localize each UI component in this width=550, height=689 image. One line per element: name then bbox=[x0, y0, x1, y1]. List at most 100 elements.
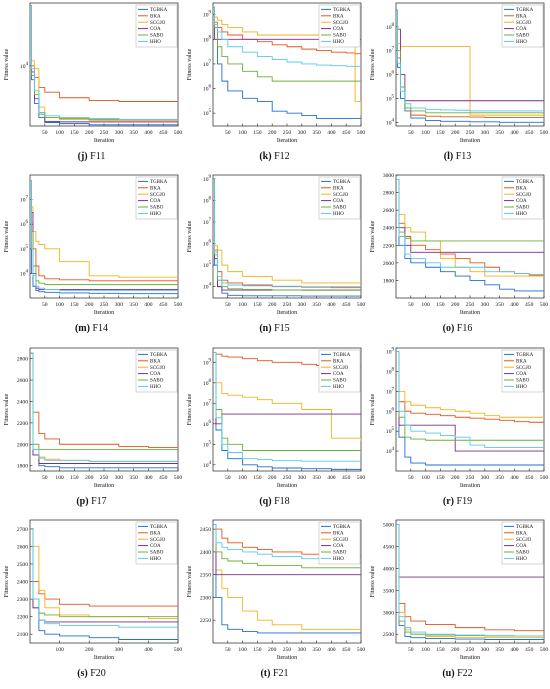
x-tick-label: 250 bbox=[283, 647, 292, 653]
legend-label-scgjo: SCGJO bbox=[333, 538, 349, 543]
y-tick-label: 104 bbox=[386, 118, 395, 126]
y-tick-label: 3000 bbox=[383, 610, 394, 616]
y-tick-label: 109 bbox=[203, 175, 212, 183]
legend-label-coa: COA bbox=[150, 544, 161, 549]
x-tick-label: 400 bbox=[327, 302, 336, 308]
legend-label-tgbka: TGBKA bbox=[150, 353, 168, 358]
x-tick-label: 450 bbox=[159, 130, 168, 136]
y-tick-label: 2450 bbox=[200, 527, 211, 533]
x-tick-label: 500 bbox=[540, 130, 549, 136]
series-line-scgjo bbox=[213, 351, 361, 441]
x-tick-label: 200 bbox=[85, 302, 94, 308]
series-line-scgjo bbox=[396, 9, 544, 116]
x-tick-label: 500 bbox=[174, 475, 183, 481]
legend-label-scgjo: SCGJO bbox=[333, 193, 349, 198]
legend-label-scgjo: SCGJO bbox=[333, 21, 349, 26]
chart-f22: 50 100 150 200 250 300 350 400 450 500 2500 3000 350… bbox=[370, 519, 548, 661]
chart-f12: 50 100 150 200 250 300 350 400 450 500 105 106 107 10… bbox=[187, 2, 365, 144]
y-tick-label: 2200 bbox=[17, 420, 28, 426]
x-tick-label: 250 bbox=[283, 302, 292, 308]
y-tick-label: 4000 bbox=[383, 566, 394, 572]
legend-label-hho: HHO bbox=[516, 40, 527, 45]
x-tick-label: 350 bbox=[129, 130, 138, 136]
x-tick-label: 300 bbox=[115, 130, 124, 136]
legend-label-sabo: SABO bbox=[150, 550, 164, 555]
legend-label-sabo: SABO bbox=[516, 34, 530, 39]
panel-letter: (l) bbox=[443, 151, 454, 162]
panel-letter: (k) bbox=[259, 151, 272, 162]
y-tick-label: 2400 bbox=[383, 226, 394, 232]
y-tick-label: 106 bbox=[386, 71, 395, 79]
series-line-scgjo bbox=[396, 350, 544, 418]
series-line-bka bbox=[396, 523, 544, 631]
legend-box bbox=[501, 4, 544, 48]
legend-label-bka: BKA bbox=[516, 531, 527, 536]
y-tick-label: 1800 bbox=[17, 463, 28, 469]
x-tick-label: 300 bbox=[115, 647, 124, 653]
chart-panel-f13: 50 100 150 200 250 300 350 400 450 500 104 105 106 10… bbox=[366, 0, 549, 172]
x-axis-label: Iteration bbox=[277, 138, 297, 144]
y-tick-label: 109 bbox=[203, 11, 212, 19]
panel-letter: (q) bbox=[259, 495, 272, 507]
x-tick-label: 400 bbox=[510, 302, 519, 308]
y-tick-label: 106 bbox=[203, 240, 212, 248]
chart-panel-f17: 50 100 150 200 250 300 350 400 450 500 1800 2000 220… bbox=[0, 345, 183, 517]
x-tick-label: 300 bbox=[298, 647, 307, 653]
x-tick-label: 100 bbox=[238, 475, 247, 481]
series-line-hho bbox=[396, 9, 544, 112]
series-line-scgjo bbox=[30, 180, 178, 278]
x-tick-label: 450 bbox=[525, 130, 534, 136]
series-line-sabo bbox=[396, 9, 544, 114]
legend-label-scgjo: SCGJO bbox=[516, 21, 532, 26]
panel-caption: (q) F18 bbox=[183, 496, 366, 507]
x-tick-label: 250 bbox=[466, 647, 475, 653]
chart-panel-f15: 50 100 150 200 250 300 350 400 450 500 104 105 106 10… bbox=[183, 172, 366, 344]
series-line-scgjo bbox=[396, 179, 544, 277]
x-tick-label: 100 bbox=[55, 130, 64, 136]
legend-label-bka: BKA bbox=[150, 14, 161, 19]
x-tick-label: 150 bbox=[436, 475, 445, 481]
x-tick-label: 200 bbox=[85, 647, 94, 653]
panel-function-name: F12 bbox=[271, 151, 290, 162]
series-line-coa bbox=[213, 351, 361, 424]
y-axis-label: Fitness value bbox=[370, 48, 376, 80]
x-tick-label: 450 bbox=[525, 647, 534, 653]
series-line-tgbka bbox=[213, 523, 361, 634]
legend-label-tgbka: TGBKA bbox=[150, 525, 168, 530]
series-line-hho bbox=[30, 352, 178, 462]
x-tick-label: 400 bbox=[327, 475, 336, 481]
series-line-bka bbox=[213, 523, 361, 557]
x-tick-label: 450 bbox=[342, 475, 351, 481]
series-line-coa bbox=[396, 9, 544, 102]
legend-label-hho: HHO bbox=[333, 557, 344, 562]
series-line-coa bbox=[396, 179, 544, 254]
x-tick-label: 250 bbox=[100, 302, 109, 308]
legend-label-sabo: SABO bbox=[516, 206, 530, 211]
x-axis-label: Iteration bbox=[460, 655, 480, 661]
legend-label-coa: COA bbox=[516, 372, 527, 377]
legend-label-bka: BKA bbox=[516, 14, 527, 19]
x-tick-label: 400 bbox=[510, 475, 519, 481]
legend-box bbox=[501, 177, 544, 220]
series-line-tgbka bbox=[396, 350, 544, 465]
y-axis-label: Fitness value bbox=[370, 221, 376, 253]
x-tick-label: 400 bbox=[327, 647, 336, 653]
y-tick-label: 108 bbox=[203, 35, 212, 43]
series-line-sabo bbox=[213, 6, 361, 82]
x-axis-label: Iteration bbox=[460, 138, 480, 144]
x-tick-label: 50 bbox=[42, 475, 48, 481]
chart-panel-f22: 50 100 150 200 250 300 350 400 450 500 2500 3000 350… bbox=[366, 517, 549, 689]
panel-letter: (s) bbox=[77, 667, 88, 679]
legend-label-bka: BKA bbox=[516, 187, 527, 192]
panel-function-name: F18 bbox=[271, 495, 290, 507]
chart-panel-f14: 50 100 150 200 250 300 350 400 450 500 104 105 106 10… bbox=[0, 172, 183, 344]
legend-label-coa: COA bbox=[333, 27, 344, 32]
panel-function-name: F16 bbox=[454, 323, 473, 335]
legend-label-coa: COA bbox=[333, 199, 344, 204]
y-axis-label: Fitness value bbox=[4, 393, 10, 425]
x-tick-label: 500 bbox=[540, 302, 549, 308]
panel-function-name: F21 bbox=[270, 667, 289, 679]
y-axis-label: Fitness value bbox=[187, 393, 193, 425]
x-tick-label: 150 bbox=[253, 302, 262, 308]
y-axis-label: Fitness value bbox=[4, 221, 10, 253]
